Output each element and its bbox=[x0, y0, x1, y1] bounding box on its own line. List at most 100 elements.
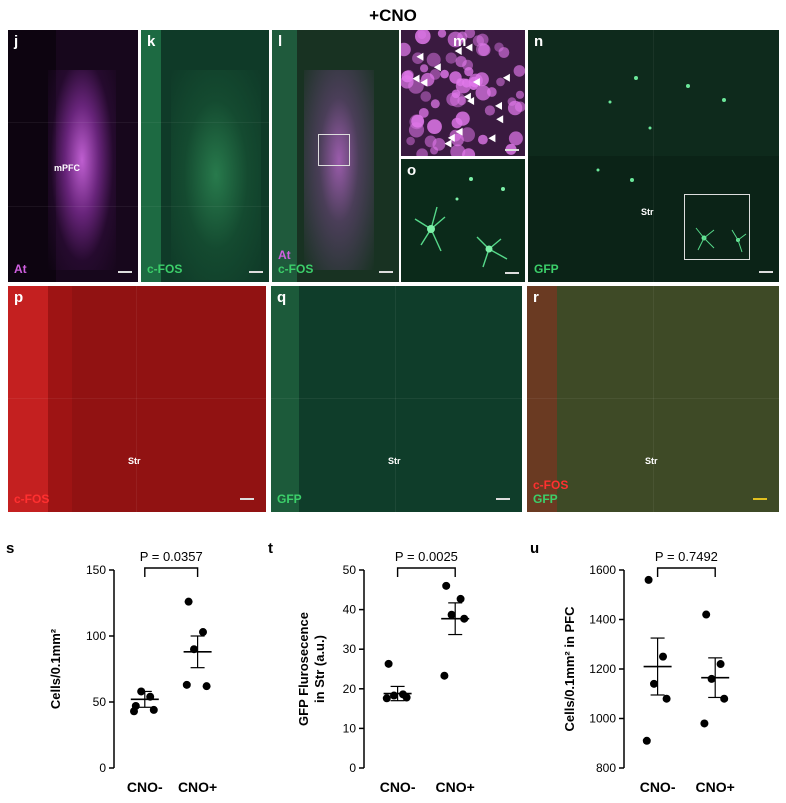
data-point bbox=[456, 594, 465, 603]
cell bbox=[498, 47, 510, 58]
arrowhead-icon bbox=[467, 97, 475, 105]
scale-bar bbox=[505, 272, 519, 274]
y-tick-label: 0 bbox=[349, 761, 356, 775]
panel-k: k c-FOS bbox=[141, 30, 269, 282]
y-axis-label: Cells/0.1mm² in PFC bbox=[562, 606, 577, 732]
panel-letter: u bbox=[530, 540, 539, 557]
cell bbox=[437, 30, 447, 38]
panel-m: m bbox=[401, 30, 525, 156]
stain-label-at: At bbox=[14, 262, 27, 276]
arrowhead-icon bbox=[444, 139, 452, 148]
scale-bar bbox=[496, 498, 510, 500]
cell bbox=[427, 119, 442, 134]
x-tick-label: CNO- bbox=[127, 779, 163, 795]
inset-box bbox=[318, 134, 350, 166]
chart-u: u 800 1000 1200 1400 1600 Cells/0.1mm² in PFC C… bbox=[530, 540, 735, 795]
arrowhead-icon bbox=[447, 133, 455, 142]
data-point bbox=[199, 628, 207, 637]
cell bbox=[455, 78, 471, 94]
stain-label-at: At bbox=[278, 248, 291, 262]
panel-q: q Str GFP bbox=[271, 286, 522, 512]
cell bbox=[486, 87, 497, 97]
panel-l: l At c-FOS bbox=[272, 30, 399, 282]
panel-letter: j bbox=[14, 33, 19, 50]
y-tick-label: 20 bbox=[343, 682, 357, 696]
panel-letter: o bbox=[407, 162, 417, 179]
cell bbox=[455, 111, 470, 126]
cell bbox=[476, 33, 489, 46]
data-point bbox=[382, 694, 391, 703]
scale-bar bbox=[240, 498, 254, 500]
arrowhead-icon bbox=[416, 52, 424, 61]
figure-title: +CNO bbox=[369, 6, 417, 25]
p-value-label: P = 0.7492 bbox=[655, 549, 718, 564]
y-tick-label: 50 bbox=[93, 695, 107, 709]
region-label-str: Str bbox=[645, 456, 658, 466]
y-axis-label: GFP Flurosecence bbox=[296, 612, 311, 726]
y-axis-label: in Str (a.u.) bbox=[312, 635, 327, 703]
cell bbox=[445, 52, 457, 64]
panel-letter: m bbox=[453, 33, 467, 50]
region-label-str: Str bbox=[641, 207, 654, 217]
data-point bbox=[716, 660, 725, 669]
data-point bbox=[440, 671, 449, 680]
arrowhead-icon bbox=[496, 115, 504, 124]
cell bbox=[420, 64, 429, 73]
data-point bbox=[447, 610, 456, 619]
cell bbox=[462, 59, 473, 71]
y-tick-label: 150 bbox=[86, 563, 106, 577]
y-tick-label: 1600 bbox=[589, 563, 616, 577]
inset-box bbox=[684, 194, 750, 260]
data-point bbox=[707, 674, 716, 683]
panel-letter: n bbox=[534, 33, 544, 50]
significance-bracket bbox=[656, 567, 716, 577]
data-point bbox=[202, 682, 211, 691]
data-point bbox=[184, 597, 193, 606]
panel-j: j mPFC At bbox=[8, 30, 138, 282]
scale-bar bbox=[379, 271, 393, 273]
p-value-label: P = 0.0025 bbox=[395, 549, 458, 564]
panel-letter: l bbox=[278, 33, 283, 50]
cell bbox=[514, 101, 525, 113]
stain-label-cfos: c-FOS bbox=[147, 262, 183, 276]
cell bbox=[440, 69, 449, 79]
y-tick-label: 40 bbox=[343, 603, 357, 617]
cell bbox=[418, 108, 429, 118]
panel-letter: q bbox=[277, 289, 287, 306]
cell bbox=[417, 30, 427, 39]
cell bbox=[432, 138, 446, 151]
y-tick-label: 1400 bbox=[589, 613, 616, 627]
data-point bbox=[149, 705, 158, 714]
significance-bracket bbox=[396, 567, 456, 577]
data-point bbox=[700, 719, 709, 728]
y-tick-label: 100 bbox=[86, 629, 106, 643]
y-tick-label: 800 bbox=[596, 761, 616, 775]
stain-label-gfp: GFP bbox=[534, 262, 559, 276]
y-tick-label: 10 bbox=[343, 721, 357, 735]
panel-o: o bbox=[401, 159, 525, 282]
data-point bbox=[130, 707, 138, 716]
scale-bar bbox=[505, 149, 519, 151]
data-point bbox=[442, 581, 451, 590]
cell bbox=[515, 90, 525, 99]
panel-letter: k bbox=[147, 33, 156, 50]
stain-label-gfp: GFP bbox=[277, 492, 302, 506]
arrowhead-icon bbox=[488, 134, 496, 143]
region-label-str: Str bbox=[388, 456, 401, 466]
panel-p: p Str c-FOS bbox=[8, 286, 266, 512]
arrowhead-icon bbox=[433, 63, 441, 72]
arrowhead-icon bbox=[495, 101, 502, 110]
data-point bbox=[720, 694, 729, 703]
stain-label-cfos: c-FOS bbox=[533, 478, 569, 492]
region-label-mpfc: mPFC bbox=[54, 163, 81, 173]
arrowhead-icon bbox=[463, 92, 471, 101]
cell bbox=[450, 144, 466, 156]
cell bbox=[406, 136, 415, 146]
cell bbox=[416, 148, 428, 156]
cell bbox=[447, 31, 464, 48]
cell bbox=[426, 52, 441, 67]
x-tick-label: CNO+ bbox=[696, 779, 735, 795]
data-point bbox=[642, 736, 651, 745]
x-tick-label: CNO- bbox=[640, 779, 676, 795]
panel-n: n Str GFP bbox=[528, 30, 779, 282]
